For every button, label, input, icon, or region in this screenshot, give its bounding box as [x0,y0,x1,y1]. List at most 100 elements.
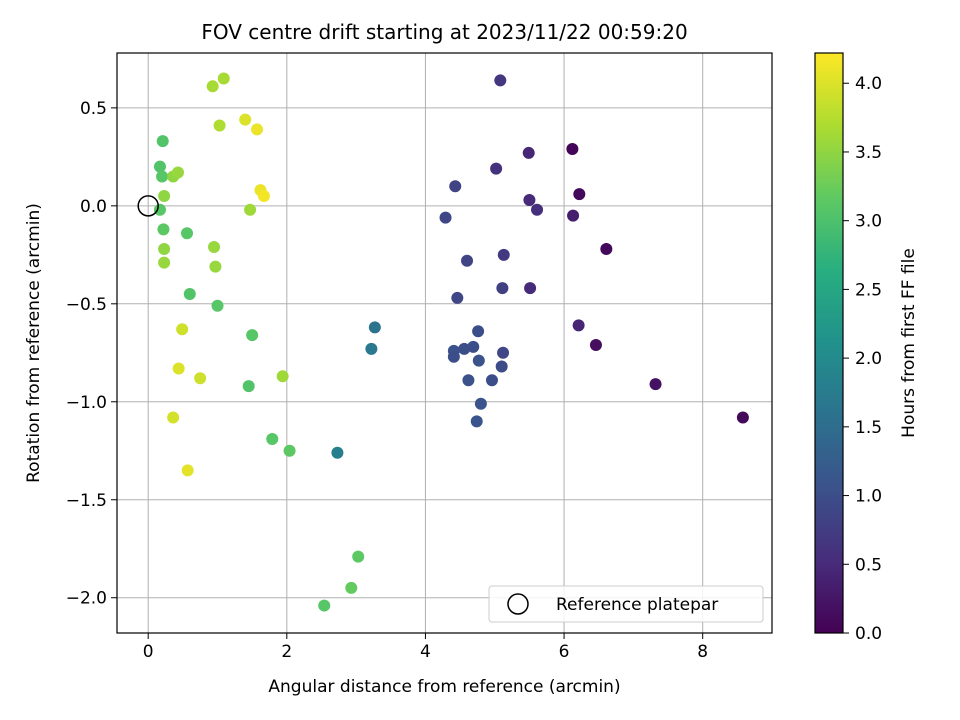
scatter-point [490,162,503,175]
reference-platepar-marker [137,195,159,217]
colorbar-tick-label: 1.5 [855,418,882,438]
scatter-point [266,433,279,446]
scatter-point [183,288,196,301]
scatter-point [239,113,252,126]
x-tick-label: 2 [281,642,292,662]
scatter-point [462,374,475,387]
scatter-point [156,135,169,148]
y-tick-label: 0.0 [80,197,107,217]
scatter-point [181,464,194,477]
x-axis-ticks: 0 2 4 6 8 [143,633,708,662]
scatter-point [157,223,170,236]
scatter-point [451,291,464,304]
scatter-point [246,329,259,342]
colorbar-tick-label: 3.5 [855,143,882,163]
legend-label: Reference platepar [556,595,718,615]
data-points [153,72,749,612]
scatter-point [495,360,508,373]
scatter-point [176,323,189,336]
scatter-point [158,256,171,269]
legend: Reference platepar [488,585,764,623]
y-tick-label: −1.0 [66,393,107,413]
scatter-point [217,72,230,85]
legend-box [488,585,764,623]
scatter-point [485,374,498,387]
colorbar-frame [814,52,844,634]
scatter-point [472,325,485,338]
scatter-point [158,190,171,203]
scatter-point [172,362,185,375]
colorbar-label: Hours from first FF file [899,248,919,438]
scatter-point [566,143,579,156]
scatter-point [209,260,222,273]
scatter-point [649,378,662,391]
scatter-point [439,211,452,224]
scatter-point [368,321,381,334]
scatter-point [470,415,483,428]
plot-area-frame [116,52,773,634]
legend-marker-open-circle [507,593,529,615]
scatter-point [283,444,296,457]
scatter-point [449,180,462,193]
scatter-point [206,80,219,93]
scatter-point [331,446,344,459]
scatter-point [573,188,586,201]
scatter-point [494,74,507,87]
scatter-point [531,203,544,216]
grid [117,53,772,633]
scatter-point [153,203,166,216]
colorbar-tick-label: 2.5 [855,280,882,300]
colorbar-tick-label: 4.0 [855,74,882,94]
scatter-point [524,282,537,295]
scatter-point [522,146,535,159]
x-axis-label: Angular distance from reference (arcmin) [268,677,620,697]
y-tick-label: 0.5 [80,99,107,119]
scatter-point [156,170,169,183]
scatter-point [167,411,180,424]
scatter-point [589,338,602,351]
y-tick-label: −2.0 [66,589,107,609]
scatter-point [567,209,580,222]
scatter-point [352,550,365,563]
scatter-point [251,123,264,136]
scatter-point [208,240,221,253]
scatter-point [318,599,331,612]
scatter-point [153,160,166,173]
scatter-point [158,242,171,255]
scatter-point [244,203,257,216]
scatter-point [474,397,487,410]
x-tick-label: 4 [420,642,431,662]
chart-title: FOV centre drift starting at 2023/11/22 … [201,20,687,44]
scatter-point [523,193,536,206]
scatter-point [194,372,207,385]
colorbar-gradient [815,53,843,633]
y-tick-label: −1.5 [66,491,107,511]
scatter-point [171,166,184,179]
scatter-point [181,227,194,240]
scatter-point [497,346,510,359]
scatter-point [257,190,270,203]
colorbar: 0.0 0.5 1.0 1.5 2.0 2.5 3.0 3.5 4.0 Hours from f… [814,52,919,644]
y-axis-ticks: 0.5 0.0 −0.5 −1.0 −1.5 −2.0 [66,99,117,609]
scatter-point [211,299,224,312]
x-tick-label: 8 [697,642,708,662]
scatter-point [600,242,613,255]
scatter-point [472,354,485,367]
scatter-point [572,319,585,332]
colorbar-tick-label: 1.0 [855,487,882,507]
scatter-point [458,342,471,355]
scatter-point [242,380,255,393]
colorbar-tick-label: 0.0 [855,624,882,644]
colorbar-tick-label: 3.0 [855,212,882,232]
colorbar-tick-label: 2.0 [855,349,882,369]
scatter-point [365,342,378,355]
scatter-point [213,119,226,132]
scatter-point [496,282,509,295]
scatter-point [497,248,510,261]
scatter-point [736,411,749,424]
y-axis-label: Rotation from reference (arcmin) [24,203,44,483]
colorbar-tick-label: 0.5 [855,555,882,575]
scatter-point [345,581,358,594]
scatter-point [447,350,460,363]
